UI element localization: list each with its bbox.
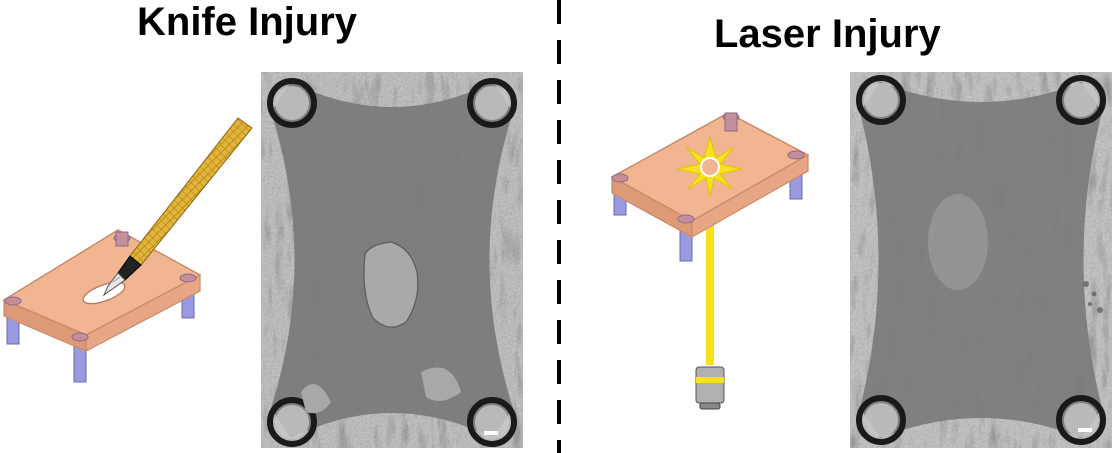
laser-objective-icon <box>695 366 725 410</box>
knife-wound <box>363 241 419 328</box>
scale-bar <box>1078 428 1092 432</box>
laser-schematic <box>610 112 810 410</box>
laser-injury-micrograph <box>850 72 1112 448</box>
knife-schematic <box>2 117 253 383</box>
scale-bar <box>484 431 498 435</box>
laser-beam <box>706 185 714 365</box>
knife-injury-title: Knife Injury <box>137 0 358 44</box>
laser-burst-icon <box>677 135 743 198</box>
laser-injury-title: Laser Injury <box>714 12 941 56</box>
scalpel-icon <box>102 117 253 297</box>
laser-lesion <box>928 194 988 290</box>
knife-injury-micrograph <box>261 72 523 448</box>
dashed-divider <box>557 0 561 453</box>
